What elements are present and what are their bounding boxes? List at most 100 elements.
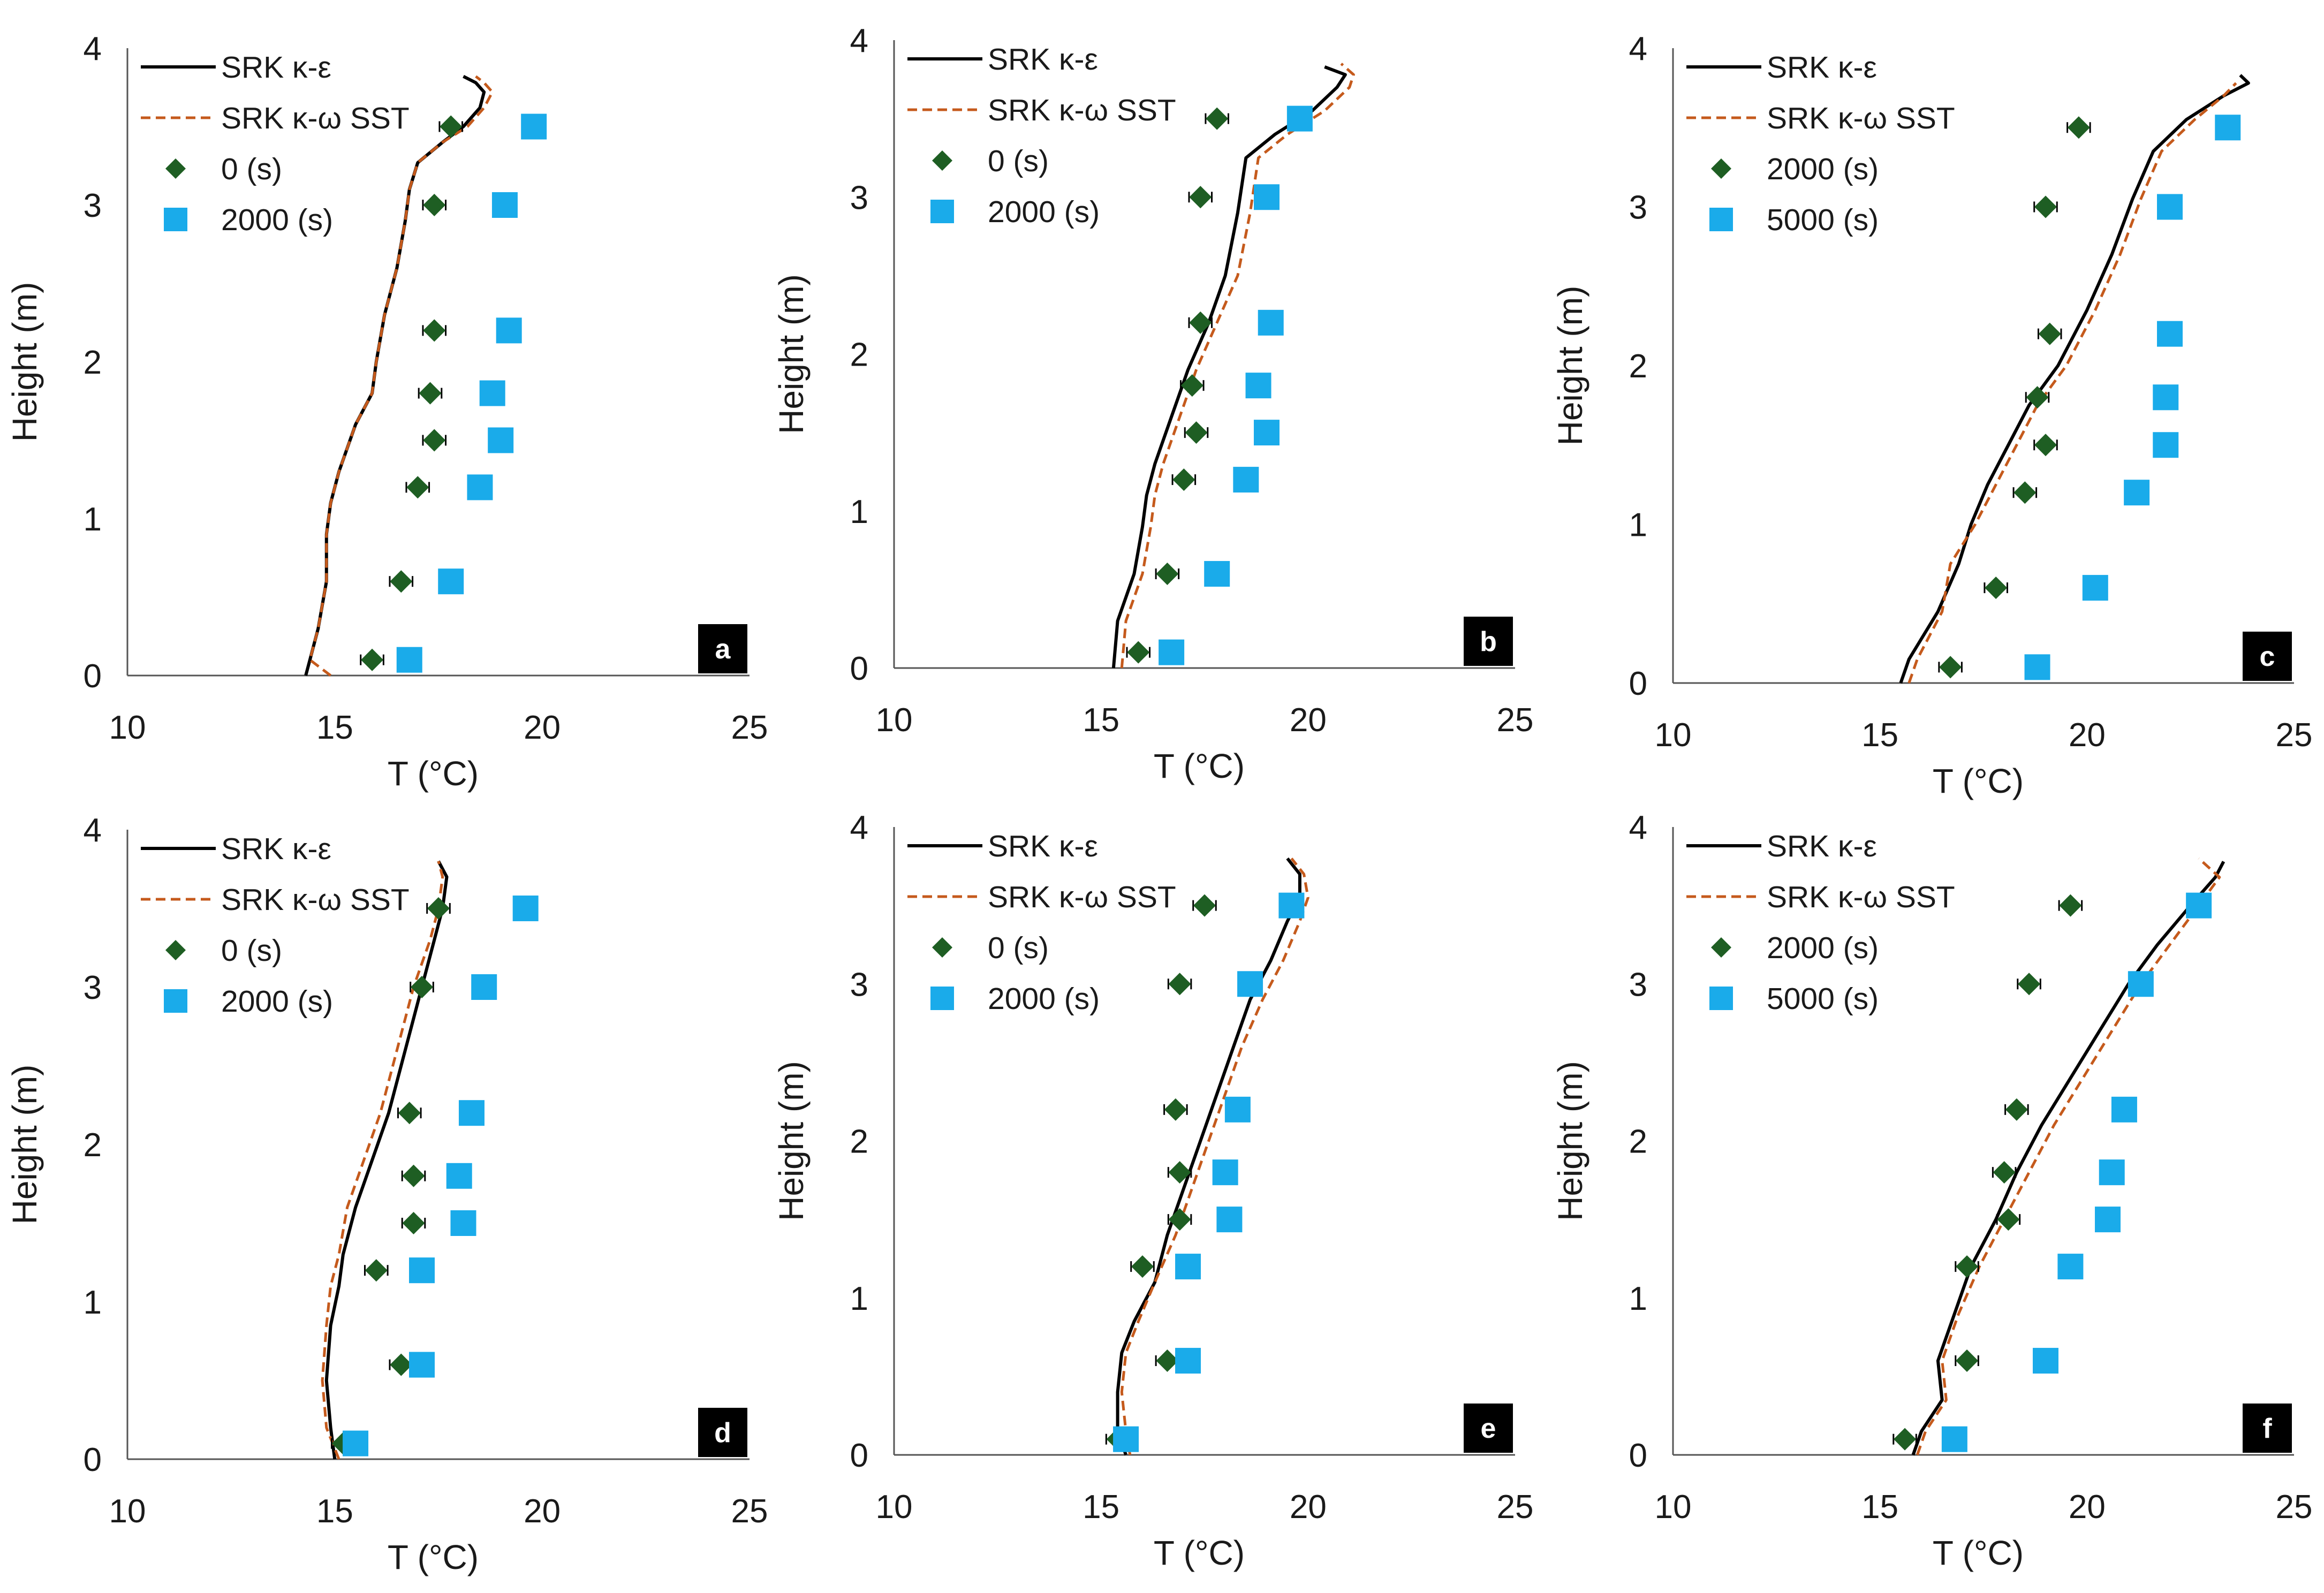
y-tick-label: 1 (850, 1280, 868, 1317)
series-line-kw-sst (308, 75, 494, 677)
panel-label-box (698, 1408, 747, 1457)
legend-swatch-diamond (932, 150, 952, 171)
x-tick-label: 20 (524, 709, 561, 746)
y-tick-label: 2 (84, 344, 102, 381)
data-point-square (1941, 1426, 1967, 1452)
panel-label: f (2262, 1413, 2272, 1444)
legend-swatch-diamond (932, 937, 952, 958)
data-point-diamond (1956, 1255, 1979, 1278)
y-tick-label: 3 (1629, 966, 1647, 1003)
data-point-diamond (1894, 1428, 1917, 1451)
data-point-square (2157, 194, 2183, 220)
y-tick-label: 3 (1629, 189, 1647, 226)
data-point-diamond (1168, 973, 1191, 996)
series-line-kw-sst (1120, 858, 1309, 1455)
data-point-square (2153, 384, 2179, 411)
data-point-diamond (402, 1164, 425, 1187)
data-point-diamond (419, 382, 442, 405)
y-tick-label: 3 (84, 969, 102, 1006)
data-point-square (1175, 1348, 1201, 1374)
y-tick-label: 3 (850, 966, 868, 1003)
legend-label: 2000 (s) (988, 982, 1100, 1016)
data-point-square (396, 647, 422, 673)
series-line-kw-sst (321, 861, 444, 1460)
legend-swatch-square (164, 208, 187, 231)
legend-label: SRK κ-ω SST (221, 101, 410, 135)
data-point-diamond (402, 1212, 425, 1234)
data-point-square (2082, 575, 2108, 601)
data-point-square (2111, 1096, 2137, 1122)
data-point-diamond (1956, 1349, 1979, 1372)
y-tick-label: 0 (1629, 665, 1647, 702)
data-point-square (343, 1430, 369, 1457)
legend-label: 0 (s) (988, 931, 1049, 965)
series-line-ke (1911, 861, 2225, 1455)
data-point-square (2033, 1348, 2058, 1374)
y-axis-title: Height (m) (1551, 286, 1589, 446)
data-point-square (2099, 1159, 2125, 1186)
data-point-square (1254, 420, 1280, 446)
x-tick-label: 20 (2069, 717, 2106, 754)
y-tick-label: 4 (84, 812, 102, 849)
data-point-diamond (1189, 186, 1212, 209)
data-point-square (1237, 971, 1263, 997)
data-point-diamond (1156, 1349, 1179, 1372)
legend-label: 0 (s) (221, 152, 282, 186)
data-point-square (2024, 654, 2050, 680)
data-point-square (1224, 1096, 1251, 1122)
legend-label: SRK κ-ω SST (1767, 101, 1955, 135)
data-point-square (496, 317, 522, 344)
data-point-square (521, 113, 547, 140)
chart-panel-d: 0 1 2 3 4 10 15 20 25 T (°C) Height (m) SRK κ-ε SRK … (5, 812, 768, 1576)
legend-swatch-square (930, 200, 954, 223)
legend-label: SRK κ-ε (988, 829, 1098, 863)
data-point-square (479, 380, 505, 406)
data-point-diamond (1168, 1208, 1191, 1231)
x-tick-label: 15 (1082, 702, 1119, 739)
y-tick-label: 2 (850, 1124, 868, 1160)
y-axis-title: Height (m) (772, 1061, 811, 1221)
panel-label: b (1480, 626, 1497, 657)
data-point-square (2157, 321, 2183, 347)
data-point-diamond (406, 476, 429, 499)
legend-label: SRK κ-ω SST (988, 93, 1176, 127)
data-point-diamond (365, 1259, 388, 1282)
y-tick-label: 3 (850, 179, 868, 216)
panel-label-box (698, 624, 747, 673)
data-point-square (409, 1352, 435, 1378)
legend-swatch-square (930, 987, 954, 1010)
y-tick-label: 1 (850, 494, 868, 530)
data-point-square (2128, 971, 2154, 997)
legend-label: 2000 (s) (221, 984, 333, 1019)
data-point-diamond (1189, 311, 1212, 334)
legend-label: 0 (s) (988, 144, 1049, 178)
x-axis-title: T (°C) (1933, 762, 2024, 800)
series-line-kw-sst (1907, 82, 2237, 684)
y-tick-label: 3 (84, 187, 102, 224)
y-tick-label: 1 (1629, 507, 1647, 544)
chart-panel-b: 0 1 2 3 4 10 15 20 25 T (°C) Height (m) SRK κ-ε SRK … (772, 22, 1533, 785)
legend-label: 5000 (s) (1767, 982, 1879, 1016)
data-point-square (491, 192, 518, 218)
data-point-square (2057, 1254, 2084, 1280)
x-tick-label: 25 (2276, 1489, 2313, 1526)
legend-label: 2000 (s) (1767, 931, 1879, 965)
data-point-diamond (1993, 1161, 2016, 1184)
data-point-square (2124, 480, 2150, 506)
legend-label: SRK κ-ε (221, 50, 331, 85)
data-point-diamond (1131, 1255, 1154, 1278)
data-point-diamond (2005, 1098, 2028, 1121)
legend-label: 0 (s) (221, 934, 282, 968)
y-tick-label: 0 (850, 1437, 868, 1474)
y-axis-title: Height (m) (1551, 1061, 1589, 1221)
panel-label-box (1464, 1404, 1513, 1453)
data-point-diamond (398, 1102, 421, 1125)
legend-swatch-diamond (165, 940, 186, 960)
legend-swatch-diamond (1711, 937, 1731, 958)
data-point-square (1159, 639, 1185, 665)
data-point-square (1278, 892, 1305, 919)
panel-label-box (2243, 632, 2292, 681)
chart-panel-e: 0 1 2 3 4 10 15 20 25 T (°C) Height (m) SRK κ-ε SRK … (772, 809, 1533, 1572)
x-tick-label: 20 (2069, 1489, 2106, 1526)
